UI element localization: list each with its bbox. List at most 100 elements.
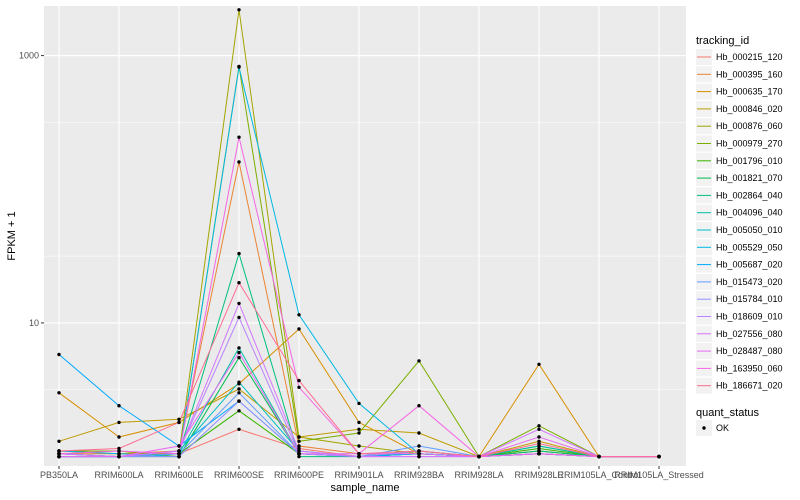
legend-label: Hb_000979_270 [716,139,783,149]
data-point [297,449,301,453]
data-point [117,454,121,459]
legend-label: Hb_186671_020 [716,381,783,391]
data-point [177,444,181,448]
data-point [537,444,541,448]
data-point [417,431,421,435]
legend-label: Hb_000876_060 [716,121,783,131]
data-point [297,327,301,331]
data-point [237,387,241,391]
x-tick-label: RRIM901LA [334,470,383,480]
data-point [237,346,241,350]
data-point [237,251,241,256]
x-tick-label: RRIM928BA [394,470,444,480]
data-point [417,454,421,459]
data-points [57,8,661,459]
data-point [237,160,241,164]
data-point [297,454,301,459]
data-point [237,135,241,139]
legend-label: Hb_015784_010 [716,294,783,304]
legend-label: Hb_000846_020 [716,104,783,114]
data-point [477,454,481,459]
data-point [297,452,301,456]
data-point [237,380,241,384]
legend-label: Hb_015473_020 [716,277,783,287]
data-point [237,8,241,12]
legend-label: Hb_005050_010 [716,225,783,235]
data-point [597,454,601,459]
data-point [537,441,541,446]
data-point [237,391,241,395]
x-tick-label: RRIM105LA_Control [557,470,640,480]
legend-label: Hb_028487_080 [716,346,783,356]
data-point [357,444,361,448]
data-point [237,409,241,413]
x-tick-label: RRIM105LA_Stressed [614,470,704,480]
data-point [237,281,241,285]
data-point [237,301,241,306]
data-point [237,65,241,69]
x-tick-label: RRIM928LE [514,470,563,480]
x-tick-label: RRIM600PE [274,470,324,480]
data-point [417,404,421,408]
data-point [417,449,421,453]
x-tick-label: RRIM928LA [454,470,503,480]
data-point [177,452,181,456]
legend-label: Hb_004096_040 [716,208,783,218]
data-point [357,431,361,435]
data-point [237,427,241,431]
grid [44,6,686,466]
data-point [537,435,541,439]
legend-label: Hb_018609_010 [716,312,783,322]
legend-label: Hb_000635_170 [716,87,783,97]
legend-label: Hb_002864_040 [716,190,783,200]
data-point [537,452,541,456]
data-point [237,315,241,320]
data-point [357,401,361,406]
data-point [417,444,421,448]
point-legend-title: quant_status [696,407,759,419]
plot-panel [44,6,686,466]
data-point [297,435,301,439]
data-point [237,399,241,403]
data-point [417,452,421,456]
data-point [57,391,61,395]
data-point [177,417,181,421]
x-tick-label: RRIM600LA [94,470,143,480]
data-point [177,454,181,459]
data-point [57,449,61,453]
legend-label: Hb_001821_070 [716,173,783,183]
axes: 10 1000 PB350LA RRIM600LA RRIM600LE RRIM600SE… [19,51,704,480]
data-point [297,313,301,317]
data-point [117,404,121,408]
data-point [297,378,301,383]
data-point [117,435,121,439]
data-point [357,454,361,459]
data-point [117,449,121,453]
data-point [537,362,541,366]
data-point [297,446,301,451]
legend-label: Hb_000215_120 [716,52,783,62]
data-point [357,420,361,425]
x-tick-label: PB350LA [40,470,78,480]
y-axis-title: FPKM + 1 [6,211,18,260]
data-point [237,355,241,360]
legend-label: Hb_163950_060 [716,363,783,373]
legend: tracking_id Hb_000215_120 Hb_000395_160 Hb… [696,35,783,436]
data-point [297,444,301,448]
data-point [537,424,541,428]
legend-label: Hb_005687_020 [716,260,783,270]
data-point [57,454,61,459]
data-point [57,352,61,357]
legend-label: Hb_005529_050 [716,242,783,252]
legend-label: Hb_027556_080 [716,329,783,339]
data-point [537,449,541,453]
x-tick-label: RRIM600LE [154,470,203,480]
x-tick-label: RRIM600SE [214,470,264,480]
legend-label: Hb_000395_160 [716,69,783,79]
data-point [177,420,181,425]
y-tick-label: 10 [29,318,39,328]
y-tick-label: 1000 [19,51,39,61]
data-point [417,359,421,363]
data-point [117,420,121,425]
